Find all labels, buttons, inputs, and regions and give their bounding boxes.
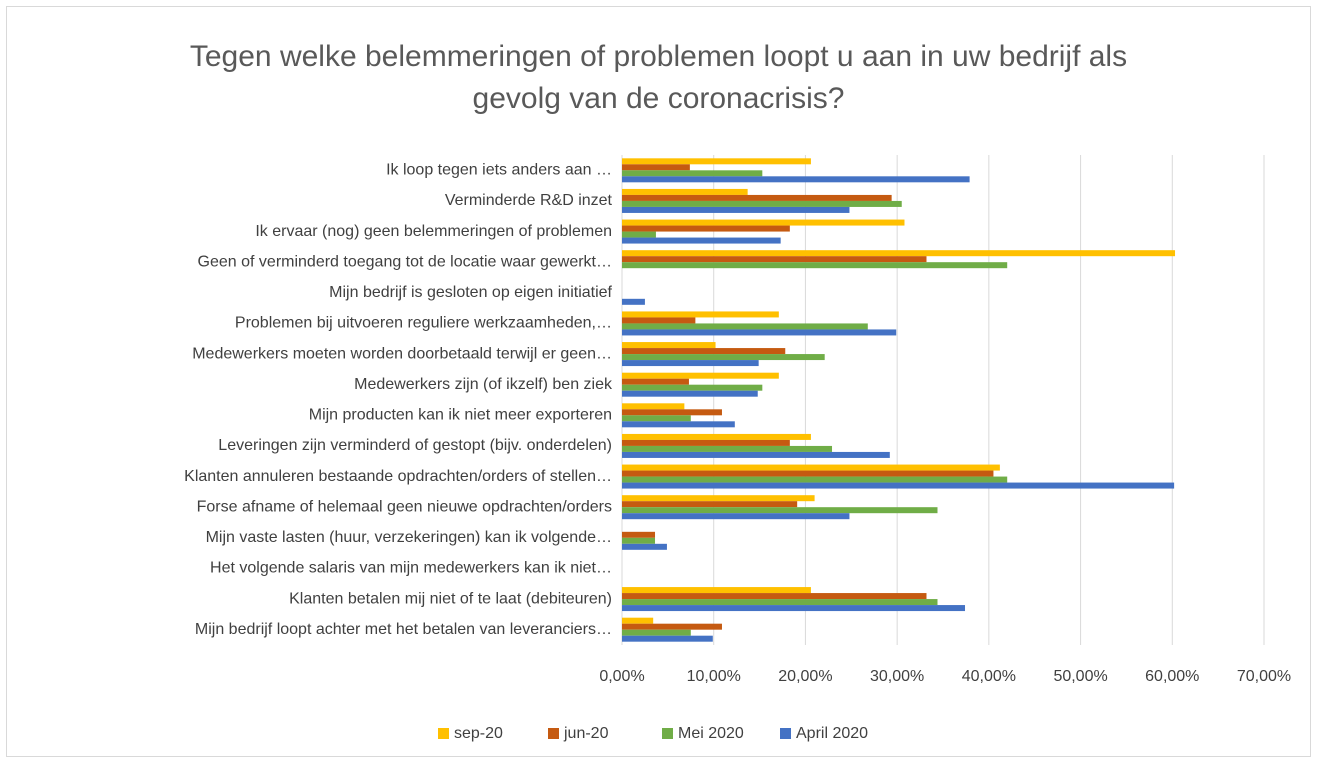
bar	[622, 219, 905, 226]
bar	[622, 262, 1008, 269]
y-tick-label: Leveringen zijn verminderd of gestopt (b…	[218, 437, 612, 454]
bar	[622, 342, 716, 349]
bar	[622, 476, 1008, 483]
bar	[622, 256, 927, 263]
bar	[622, 501, 798, 508]
bar	[622, 390, 758, 397]
bar	[622, 587, 811, 594]
bar	[622, 470, 994, 477]
bar	[622, 482, 1175, 489]
x-tick-label: 10,00%	[687, 668, 741, 685]
bar	[622, 593, 927, 600]
bar	[622, 507, 938, 514]
x-tick-label: 70,00%	[1237, 668, 1291, 685]
bar	[622, 354, 825, 361]
bar	[622, 317, 696, 324]
y-tick-label: Verminderde R&D inzet	[445, 192, 613, 209]
legend-label: sep-20	[454, 725, 503, 742]
y-tick-label: Problemen bij uitvoeren reguliere werkza…	[235, 315, 612, 332]
chart-title: Tegen welke belemmeringen of problemen l…	[189, 40, 1128, 115]
bar	[622, 495, 815, 502]
legend-label: Mei 2020	[678, 725, 744, 742]
bar	[622, 617, 654, 624]
bar	[622, 403, 685, 410]
legend-label: jun-20	[563, 725, 609, 742]
bar	[622, 433, 811, 440]
bar	[622, 543, 667, 550]
chart-border	[6, 6, 1311, 757]
bar	[622, 176, 970, 183]
y-tick-label: Medewerkers moeten worden doorbetaald te…	[192, 345, 612, 362]
bar	[622, 188, 748, 195]
legend-swatch	[662, 728, 673, 739]
bar	[622, 629, 691, 636]
title-box: Tegen welke belemmeringen of problemen l…	[0, 36, 1317, 120]
y-tick-label: Klanten annuleren bestaande opdrachten/o…	[184, 468, 612, 485]
bar	[622, 237, 781, 244]
y-tick-label: Ik ervaar (nog) geen belemmeringen of pr…	[255, 223, 612, 240]
bar	[622, 513, 850, 520]
bar	[622, 623, 722, 630]
bar	[622, 635, 713, 642]
bar	[622, 360, 759, 367]
bar	[622, 298, 645, 305]
bar	[622, 250, 1176, 257]
legend-swatch	[438, 728, 449, 739]
x-tick-label: 40,00%	[962, 668, 1016, 685]
y-tick-label: Mijn producten kan ik niet meer exporter…	[309, 407, 612, 424]
bar	[622, 415, 691, 422]
bar	[622, 158, 811, 165]
y-tick-label: Klanten betalen mij niet of te laat (deb…	[289, 590, 612, 607]
bar	[622, 421, 735, 428]
bar	[622, 464, 1000, 471]
bar	[622, 231, 656, 238]
x-tick-label: 30,00%	[870, 668, 924, 685]
bar	[622, 445, 833, 452]
legend-swatch	[548, 728, 559, 739]
bar	[622, 200, 902, 207]
bar	[622, 531, 656, 538]
bar	[622, 384, 763, 391]
legend-label: April 2020	[796, 725, 868, 742]
bar	[622, 194, 892, 201]
bar	[622, 599, 938, 606]
bar	[622, 348, 786, 355]
bar	[622, 451, 890, 458]
y-tick-label: Mijn vaste lasten (huur, verzekeringen) …	[206, 529, 612, 546]
bar	[622, 323, 868, 330]
y-tick-label: Ik loop tegen iets anders aan …	[386, 162, 612, 179]
bar	[622, 311, 779, 318]
bar	[622, 164, 690, 171]
bar	[622, 372, 779, 379]
bar	[622, 537, 656, 544]
bar	[622, 378, 689, 385]
bar	[622, 170, 763, 177]
y-tick-label: Het volgende salaris van mijn medewerker…	[210, 560, 612, 577]
bar	[622, 225, 790, 232]
x-tick-label: 50,00%	[1053, 668, 1107, 685]
y-tick-label: Geen of verminderd toegang tot de locati…	[198, 253, 612, 270]
y-tick-label: Mijn bedrijf loopt achter met het betale…	[195, 621, 612, 638]
x-tick-label: 20,00%	[778, 668, 832, 685]
x-tick-label: 60,00%	[1145, 668, 1199, 685]
legend-swatch	[780, 728, 791, 739]
bar	[622, 329, 897, 336]
y-tick-label: Medewerkers zijn (of ikzelf) ben ziek	[354, 376, 613, 393]
bar	[622, 409, 722, 416]
x-tick-label: 0,00%	[599, 668, 644, 685]
bar	[622, 439, 790, 446]
y-tick-label: Mijn bedrijf is gesloten op eigen initia…	[329, 284, 612, 301]
y-tick-label: Forse afname of helemaal geen nieuwe opd…	[197, 498, 612, 515]
bar	[622, 206, 850, 213]
bar	[622, 605, 966, 612]
